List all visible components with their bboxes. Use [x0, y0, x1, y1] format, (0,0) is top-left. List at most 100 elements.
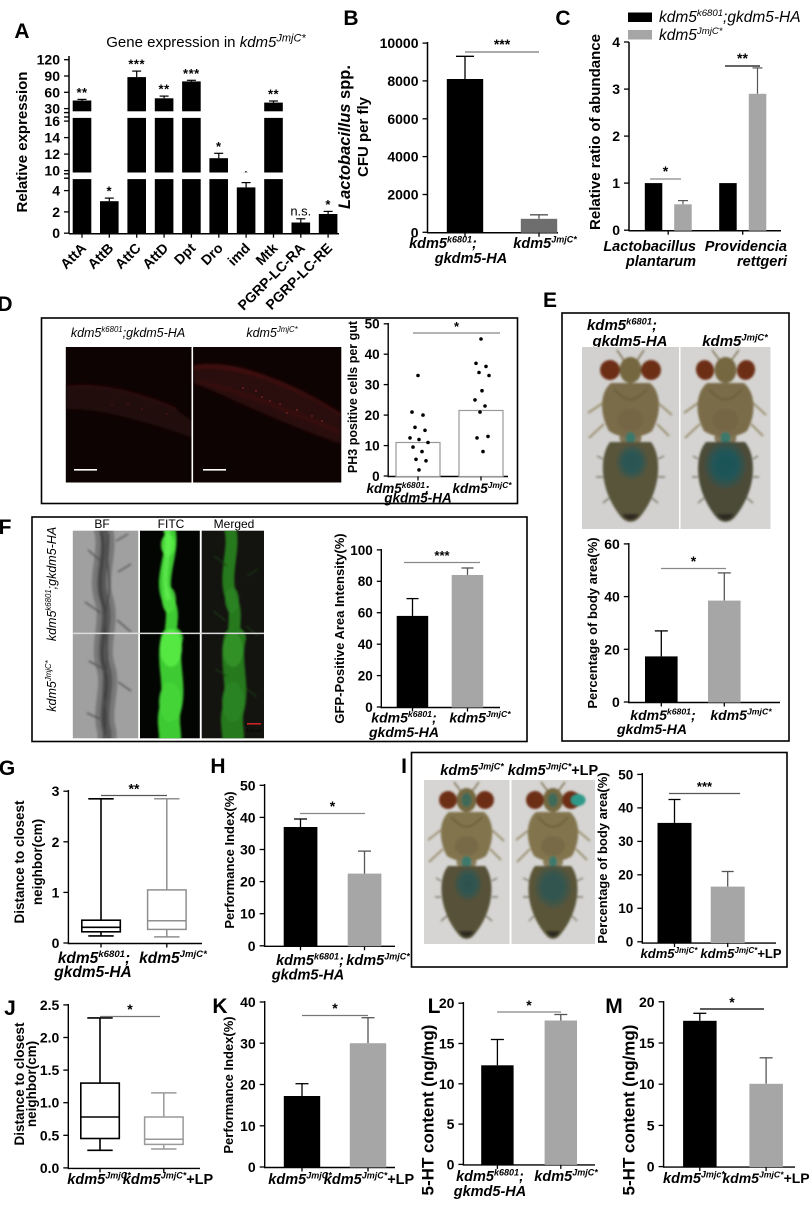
- svg-text:Lactobacillus spp.: Lactobacillus spp.: [336, 65, 354, 209]
- svg-text:*: *: [330, 798, 336, 814]
- svg-text:2: 2: [52, 204, 60, 220]
- svg-text:AttB: AttB: [84, 240, 116, 272]
- svg-text:neighbor(cm): neighbor(cm): [24, 1041, 39, 1127]
- svg-text:kdm5JmjC*+LP: kdm5JmjC*+LP: [700, 946, 781, 961]
- svg-text:gkdm5-HA: gkdm5-HA: [383, 491, 452, 506]
- svg-text:30: 30: [618, 834, 633, 849]
- svg-text:kdm5JmjC*: kdm5JmjC*: [659, 26, 723, 44]
- svg-text:10000: 10000: [380, 35, 419, 51]
- svg-text:F: F: [0, 516, 12, 539]
- svg-text:*: *: [526, 997, 532, 1013]
- svg-text:*: *: [691, 553, 697, 569]
- svg-text:1.0: 1.0: [40, 1095, 60, 1111]
- svg-text:kdm5JmjC*: kdm5JmjC*: [246, 325, 298, 340]
- svg-text:FITC: FITC: [158, 517, 185, 531]
- svg-text:90: 90: [44, 68, 60, 84]
- svg-text:kdm5JmjC*: kdm5JmjC*: [440, 762, 504, 780]
- svg-text:gkdm5-HA: gkdm5-HA: [368, 724, 439, 740]
- svg-text:5-HT content (ng/mg): 5-HT content (ng/mg): [419, 1025, 438, 1196]
- svg-text:60: 60: [604, 536, 620, 552]
- svg-text:30: 30: [44, 101, 60, 117]
- svg-text:***: ***: [434, 548, 450, 563]
- svg-text:**: **: [268, 87, 280, 102]
- svg-text:*: *: [663, 163, 669, 179]
- svg-text:0.0: 0.0: [40, 1160, 60, 1176]
- svg-text:10: 10: [439, 1076, 455, 1092]
- svg-text:10: 10: [240, 1118, 256, 1134]
- svg-text:***: ***: [183, 66, 200, 81]
- svg-text:gkdm5-HA: gkdm5-HA: [434, 251, 508, 267]
- svg-text:CFU per fly: CFU per fly: [355, 96, 372, 177]
- svg-text:PH3 positive cells per gut: PH3 positive cells per gut: [346, 320, 360, 473]
- svg-text:kdm5k6801;: kdm5k6801;: [276, 952, 344, 970]
- svg-text:kdm5JmjC*: kdm5JmjC*: [44, 659, 59, 711]
- svg-text:GFP-Positive Area Intensity(%): GFP-Positive Area Intensity(%): [332, 533, 347, 723]
- svg-text:J: J: [4, 997, 16, 1020]
- svg-text:10: 10: [44, 163, 60, 179]
- svg-text:2.5: 2.5: [40, 997, 60, 1013]
- svg-text:kdm5JmjC*: kdm5JmjC*: [346, 952, 410, 970]
- svg-text:3: 3: [52, 783, 60, 799]
- svg-text:1: 1: [52, 884, 60, 900]
- svg-text:14: 14: [44, 130, 60, 146]
- svg-text:AttA: AttA: [57, 240, 89, 272]
- svg-text:15: 15: [439, 1036, 455, 1052]
- svg-text:n.s.: n.s.: [290, 203, 311, 218]
- svg-text:kdm5k6801;: kdm5k6801;: [630, 707, 695, 723]
- svg-text:0.5: 0.5: [40, 1127, 60, 1143]
- svg-text:0: 0: [647, 1159, 655, 1175]
- svg-text:50: 50: [240, 777, 256, 793]
- svg-text:0: 0: [626, 935, 634, 950]
- svg-text:0: 0: [612, 222, 620, 238]
- svg-text:8000: 8000: [387, 73, 418, 89]
- svg-text:0: 0: [372, 469, 380, 484]
- svg-text:kdm5JmjC*: kdm5JmjC*: [710, 707, 772, 723]
- svg-text:2: 2: [612, 128, 620, 144]
- svg-text:***: ***: [494, 36, 511, 52]
- svg-text:AttD: AttD: [139, 240, 171, 272]
- svg-text:*: *: [332, 1000, 338, 1016]
- svg-text:20: 20: [240, 874, 256, 890]
- svg-text:30: 30: [365, 378, 380, 393]
- svg-text:80: 80: [358, 574, 373, 589]
- svg-text:kdm5k6801;gkdm5-HA: kdm5k6801;gkdm5-HA: [659, 8, 801, 26]
- svg-text:40: 40: [365, 347, 380, 362]
- svg-text:kdm5JmjC*: kdm5JmjC*: [534, 1168, 598, 1186]
- svg-text:2000: 2000: [387, 187, 418, 203]
- svg-text:kdm5k6801;: kdm5k6801;: [371, 709, 436, 725]
- svg-text:Merged: Merged: [214, 517, 255, 531]
- svg-text:kdm5k6801;gkdm5-HA: kdm5k6801;gkdm5-HA: [71, 325, 185, 340]
- svg-text:Lactobacillus: Lactobacillus: [603, 239, 696, 255]
- svg-text:kdm5JmjC*: kdm5JmjC*: [513, 235, 577, 253]
- svg-text:60: 60: [358, 606, 373, 621]
- svg-text:C: C: [555, 7, 570, 30]
- svg-text:gkdm5-HA: gkdm5-HA: [271, 968, 345, 984]
- svg-text:kdm5k6801;: kdm5k6801;: [587, 316, 657, 334]
- svg-text:Gene expression in kdm5JmjC*: Gene expression in kdm5JmjC*: [106, 33, 306, 52]
- svg-text:40: 40: [604, 589, 620, 605]
- svg-text:0: 0: [612, 694, 620, 710]
- svg-text:plantarum: plantarum: [625, 254, 696, 270]
- svg-text:5: 5: [447, 1116, 455, 1132]
- svg-text:kdm5JmjC*+LP: kdm5JmjC*+LP: [722, 1170, 809, 1186]
- svg-text:kdm5JmjC*: kdm5JmjC*: [139, 949, 208, 967]
- svg-text:*: *: [127, 1001, 133, 1017]
- svg-text:6000: 6000: [387, 111, 418, 127]
- svg-text:*: *: [325, 197, 331, 212]
- svg-text:L: L: [428, 995, 441, 1018]
- svg-text:kdm5k6801;: kdm5k6801;: [409, 235, 477, 253]
- svg-text:*: *: [107, 184, 113, 199]
- svg-text:Percentage of body area(%): Percentage of body area(%): [585, 537, 600, 708]
- svg-text:0: 0: [411, 224, 419, 240]
- svg-text:4000: 4000: [387, 149, 418, 165]
- svg-text:imd: imd: [224, 240, 253, 269]
- svg-text:Percentage of body area(%): Percentage of body area(%): [595, 772, 610, 943]
- svg-text:10: 10: [639, 1076, 655, 1092]
- svg-text:kdm5k6801;: kdm5k6801;: [456, 1168, 524, 1186]
- svg-text:neighbor(cm): neighbor(cm): [30, 819, 45, 905]
- svg-text:AttC: AttC: [112, 240, 144, 272]
- svg-text:20: 20: [618, 868, 633, 883]
- svg-text:Performance Index(%): Performance Index(%): [221, 1016, 236, 1153]
- svg-text:20: 20: [240, 1077, 256, 1093]
- svg-text:kdm5JmjC*: kdm5JmjC*: [67, 1171, 131, 1189]
